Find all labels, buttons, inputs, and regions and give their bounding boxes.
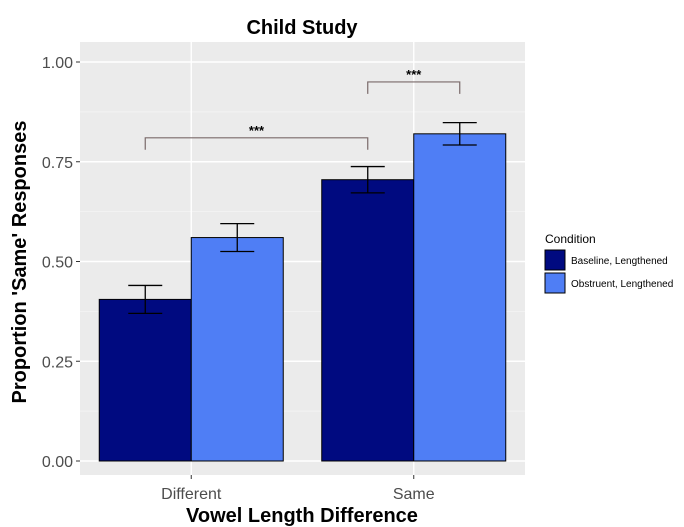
bar-baseline-lengthened-same <box>321 179 415 462</box>
x-axis-ticks: Different Same <box>161 475 435 503</box>
y-tick-label: 0.00 <box>42 454 73 471</box>
bars <box>98 133 507 462</box>
y-axis-title: Proportion 'Same' Responses <box>9 121 31 404</box>
y-tick-label: 1.00 <box>42 55 73 72</box>
legend-label: Obstruent, Lengthened <box>571 279 673 290</box>
error-bars <box>128 121 477 315</box>
error-bar <box>442 121 477 146</box>
y-tick-label: 0.25 <box>42 354 73 371</box>
legend: Condition Baseline, Lengthened Obstruent,… <box>544 232 673 294</box>
error-bar <box>220 222 255 253</box>
significance-annotations: *** *** <box>144 67 461 150</box>
error-bar <box>128 284 163 315</box>
legend-swatch <box>544 272 566 294</box>
x-tick-label: Different <box>161 486 222 503</box>
legend-label: Baseline, Lengthened <box>571 256 668 267</box>
bar-baseline-lengthened-different <box>98 298 192 462</box>
bar-obstruent-lengthened-same <box>413 133 507 462</box>
y-tick-label: 0.75 <box>42 155 73 172</box>
significance-bracket <box>367 81 461 94</box>
error-bar <box>350 165 385 194</box>
significance-label: *** <box>249 123 265 138</box>
legend-title: Condition <box>545 232 596 246</box>
legend-swatch <box>544 249 566 271</box>
y-tick-label: 0.50 <box>42 255 73 272</box>
y-axis-ticks: 0.00 0.25 0.50 0.75 1.00 <box>42 55 80 471</box>
legend-item: Baseline, Lengthened <box>544 249 668 271</box>
significance-bracket <box>144 137 369 150</box>
x-axis-title: Vowel Length Difference <box>186 505 418 527</box>
legend-item: Obstruent, Lengthened <box>544 272 673 294</box>
x-tick-label: Same <box>393 486 435 503</box>
chart-title: Child Study <box>246 17 358 39</box>
bar-obstruent-lengthened-different <box>190 237 284 462</box>
significance-label: *** <box>406 67 422 82</box>
